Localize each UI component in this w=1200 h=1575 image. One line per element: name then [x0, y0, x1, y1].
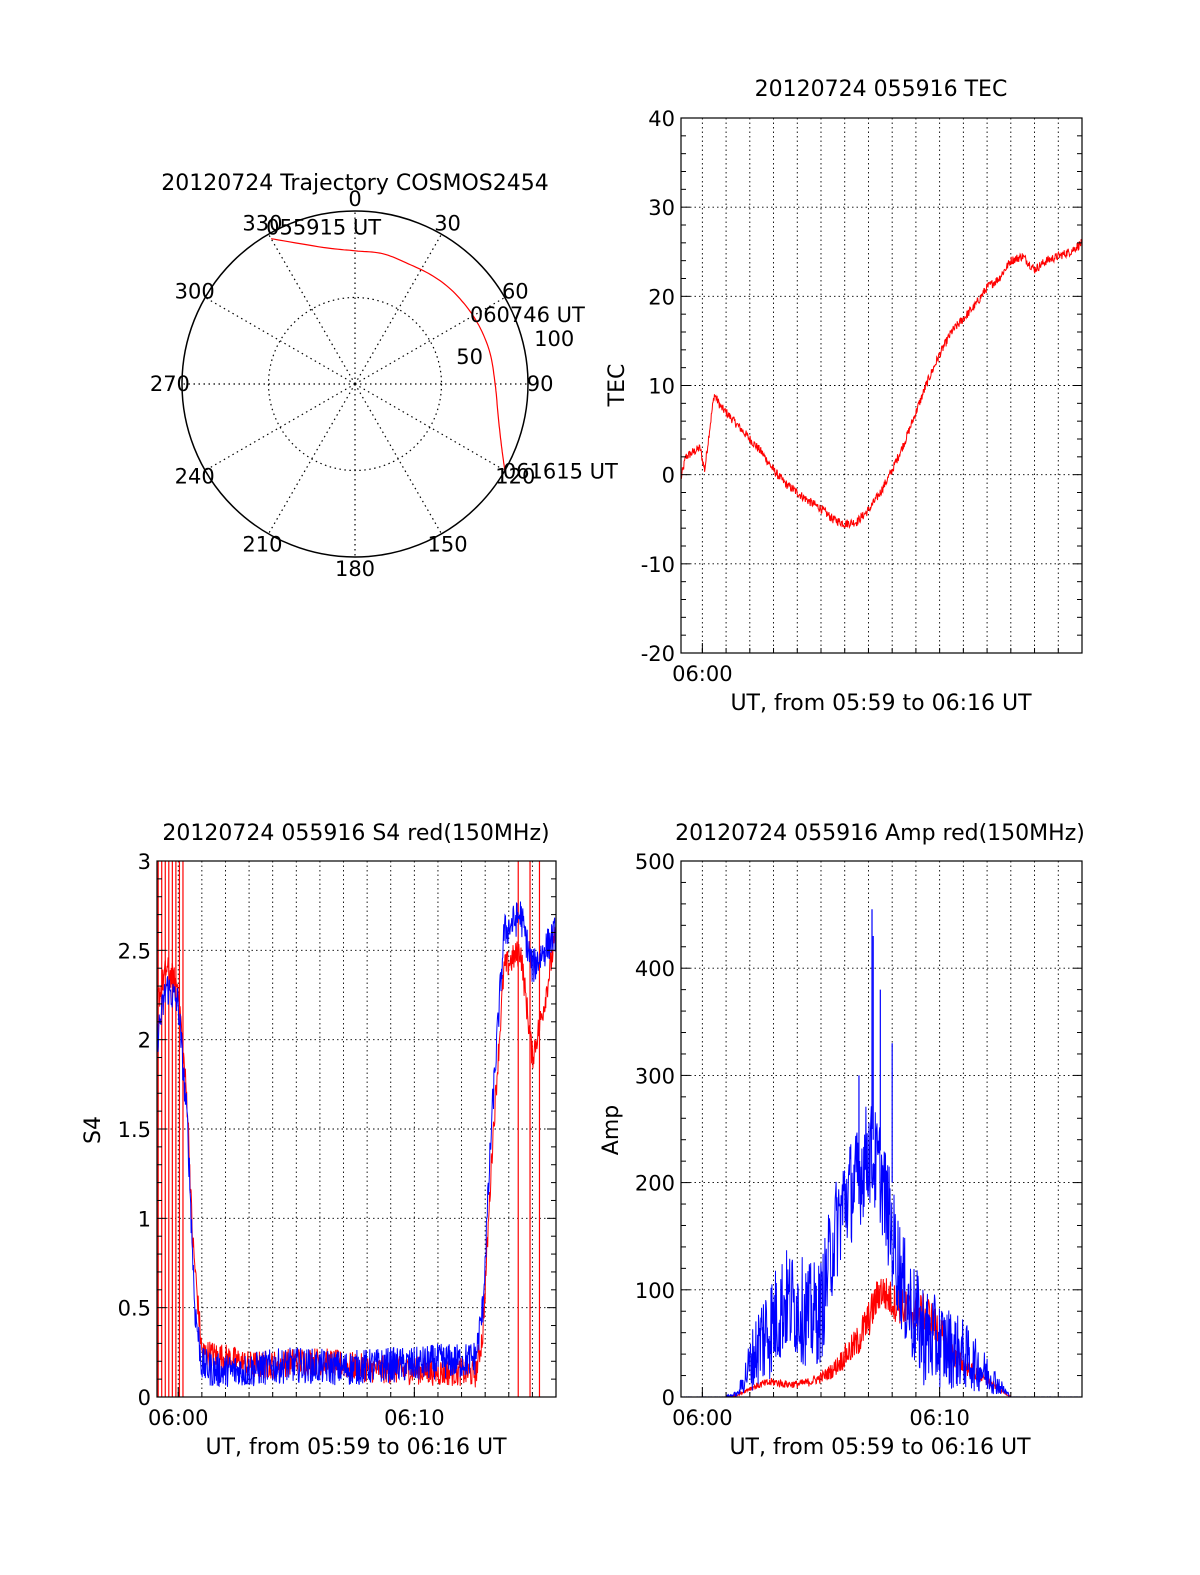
- s4-x-axis-label: UT, from 05:59 to 06:16 UT: [205, 1435, 507, 1460]
- s4-ytick-label: 1.5: [118, 1118, 151, 1142]
- s4-ytick-label: 0.5: [118, 1297, 151, 1321]
- polar-azimuth-label-180: 180: [335, 557, 375, 581]
- s4-y-axis-label: S4: [81, 1116, 106, 1144]
- amp-series-line: [681, 1106, 1082, 1397]
- polar-azimuth-label-30: 30: [434, 212, 461, 236]
- s4-ytick-label: 2: [138, 1029, 151, 1053]
- tec-series-line: [681, 238, 1082, 530]
- polar-spoke-30: [354, 233, 443, 385]
- polar-azimuth-label-0: 0: [348, 187, 361, 211]
- tec-ytick-label: -10: [641, 553, 675, 577]
- tec-ytick-label: 40: [648, 107, 675, 131]
- polar-azimuth-label-120: 120: [495, 465, 535, 489]
- tec-ytick-label: 20: [648, 285, 675, 309]
- amp-series-line: [681, 1278, 1082, 1397]
- tec-ytick-label: -20: [641, 642, 675, 666]
- amp-ytick-label: 300: [635, 1064, 675, 1088]
- polar-spoke-210: [267, 383, 356, 535]
- polar-azimuth-label-270: 270: [150, 372, 190, 396]
- polar-azimuth-label-330: 330: [242, 212, 282, 236]
- amp-series-group: [681, 909, 1082, 1397]
- s4-series-line: [157, 901, 556, 1388]
- amp-plot-area: 0 100 200 300 400 500 06:00 06:10: [635, 850, 1083, 1430]
- s4-ytick-label: 2.5: [118, 939, 151, 963]
- polar-azimuth-label-210: 210: [242, 532, 282, 556]
- polar-azimuth-label-240: 240: [175, 465, 215, 489]
- polar-spoke-150: [354, 383, 443, 535]
- polar-time-annotation: 061615 UT: [503, 460, 618, 484]
- amp-axes-frame: [680, 860, 1083, 1398]
- polar-spoke-60: [354, 296, 506, 385]
- tec-ytick-label: 10: [648, 375, 675, 399]
- polar-radial-label-50: 50: [456, 345, 483, 369]
- amp-ytick-label: 100: [635, 1279, 675, 1303]
- polar-spoke-240: [204, 383, 356, 472]
- tec-xtick-label: 06:00: [672, 662, 733, 686]
- s4-xtick-label: 06:00: [148, 1406, 209, 1430]
- polar-azimuth-label-90: 90: [527, 372, 554, 396]
- amp-ytick-label: 400: [635, 957, 675, 981]
- s4-ytick-label: 0: [138, 1386, 151, 1410]
- polar-azimuth-label-150: 150: [428, 532, 468, 556]
- polar-azimuth-label-60: 60: [502, 279, 529, 303]
- amp-y-axis-label: Amp: [599, 1105, 624, 1155]
- amp-ytick-label: 0: [662, 1386, 675, 1410]
- tec-ytick-label: 0: [662, 464, 675, 488]
- polar-outer-circle: [181, 210, 529, 558]
- s4-xtick-label: 06:10: [384, 1406, 445, 1430]
- s4-plot-area: 0 0.5 1 1.5 2 2.5 3 06:00 06:10: [118, 850, 557, 1430]
- tec-plot-area: -20 -10 0 10 20 30 40 06:00: [641, 107, 1083, 686]
- polar-time-annotation: 060746 UT: [470, 303, 585, 327]
- amp-plot-title: 20120724 055916 Amp red(150MHz): [675, 821, 1085, 846]
- polar-trajectory-line: [271, 238, 506, 471]
- s4-ytick-label: 3: [138, 850, 151, 874]
- polar-radial-label-100: 100: [534, 327, 574, 351]
- polar-spoke-330: [267, 233, 356, 385]
- amp-ytick-label: 500: [635, 850, 675, 874]
- amp-xtick-label: 06:10: [909, 1406, 970, 1430]
- tec-x-axis-label: UT, from 05:59 to 06:16 UT: [730, 691, 1032, 716]
- polar-grid: 0 30 60 90 120 150 180 210 240 270 300 330 50 100: [150, 187, 574, 581]
- s4-series-line: [157, 926, 556, 1388]
- tec-plot-panel: 20120724 055916 TEC UT, from 05:59 to 06…: [605, 77, 1083, 716]
- polar-marks: 055915 UT 060746 UT 061615 UT: [266, 216, 618, 484]
- tec-y-axis-label: TEC: [605, 364, 630, 408]
- s4-ytick-label: 1: [138, 1207, 151, 1231]
- amp-x-axis-label: UT, from 05:59 to 06:16 UT: [729, 1435, 1031, 1460]
- tec-ytick-label: 30: [648, 196, 675, 220]
- tec-series-group: [681, 238, 1082, 530]
- tec-axes-frame: [680, 117, 1083, 654]
- tec-plot-title: 20120724 055916 TEC: [755, 77, 1008, 102]
- polar-plot-panel: 20120724 Trajectory COSMOS2454 0 30 60 90 12…: [150, 171, 618, 581]
- amp-xtick-label: 06:00: [672, 1406, 733, 1430]
- s4-plot-panel: 20120724 055916 S4 red(150MHz) UT, from …: [81, 821, 557, 1460]
- amp-plot-panel: 20120724 055916 Amp red(150MHz) UT, from…: [599, 821, 1085, 1460]
- polar-azimuth-label-300: 300: [175, 279, 215, 303]
- polar-plot-title: 20120724 Trajectory COSMOS2454: [161, 171, 548, 196]
- polar-time-annotation: 055915 UT: [266, 216, 381, 240]
- polar-spoke-120: [354, 383, 506, 472]
- amp-ytick-label: 200: [635, 1172, 675, 1196]
- polar-spoke-300: [204, 296, 356, 385]
- s4-plot-title: 20120724 055916 S4 red(150MHz): [162, 821, 549, 846]
